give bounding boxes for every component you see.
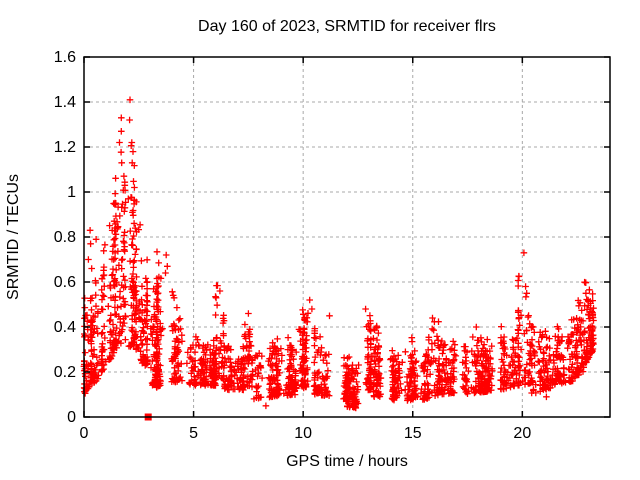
x-tick-label: 15	[404, 425, 422, 442]
y-axis-label: SRMTID / TECUs	[5, 174, 22, 300]
y-tick-label: 0.2	[54, 364, 76, 381]
y-tick-label: 1.2	[54, 139, 76, 156]
x-tick-label: 10	[294, 425, 312, 442]
y-tick-label: 0.8	[54, 229, 76, 246]
y-tick-label: 1	[67, 184, 76, 201]
x-axis-label: GPS time / hours	[286, 453, 408, 470]
axis-tick-labels: 0 5 10 15 20 0 0.2 0.4 0.6 0.8 1 1.2 1.4 1.6	[54, 49, 532, 442]
axis-ticks	[83, 56, 610, 418]
x-tick-label: 5	[189, 425, 198, 442]
chart-title: Day 160 of 2023, SRMTID for receiver flr…	[198, 18, 496, 35]
y-tick-label: 0.6	[54, 274, 76, 291]
x-tick-label: 0	[80, 425, 89, 442]
y-tick-label: 0.4	[54, 319, 76, 336]
scatter-plus-markers	[80, 96, 597, 412]
y-tick-label: 1.6	[54, 49, 76, 66]
x-tick-label: 20	[513, 425, 531, 442]
gridlines	[84, 57, 610, 417]
y-tick-label: 1.4	[54, 94, 76, 111]
y-tick-label: 0	[67, 409, 76, 426]
